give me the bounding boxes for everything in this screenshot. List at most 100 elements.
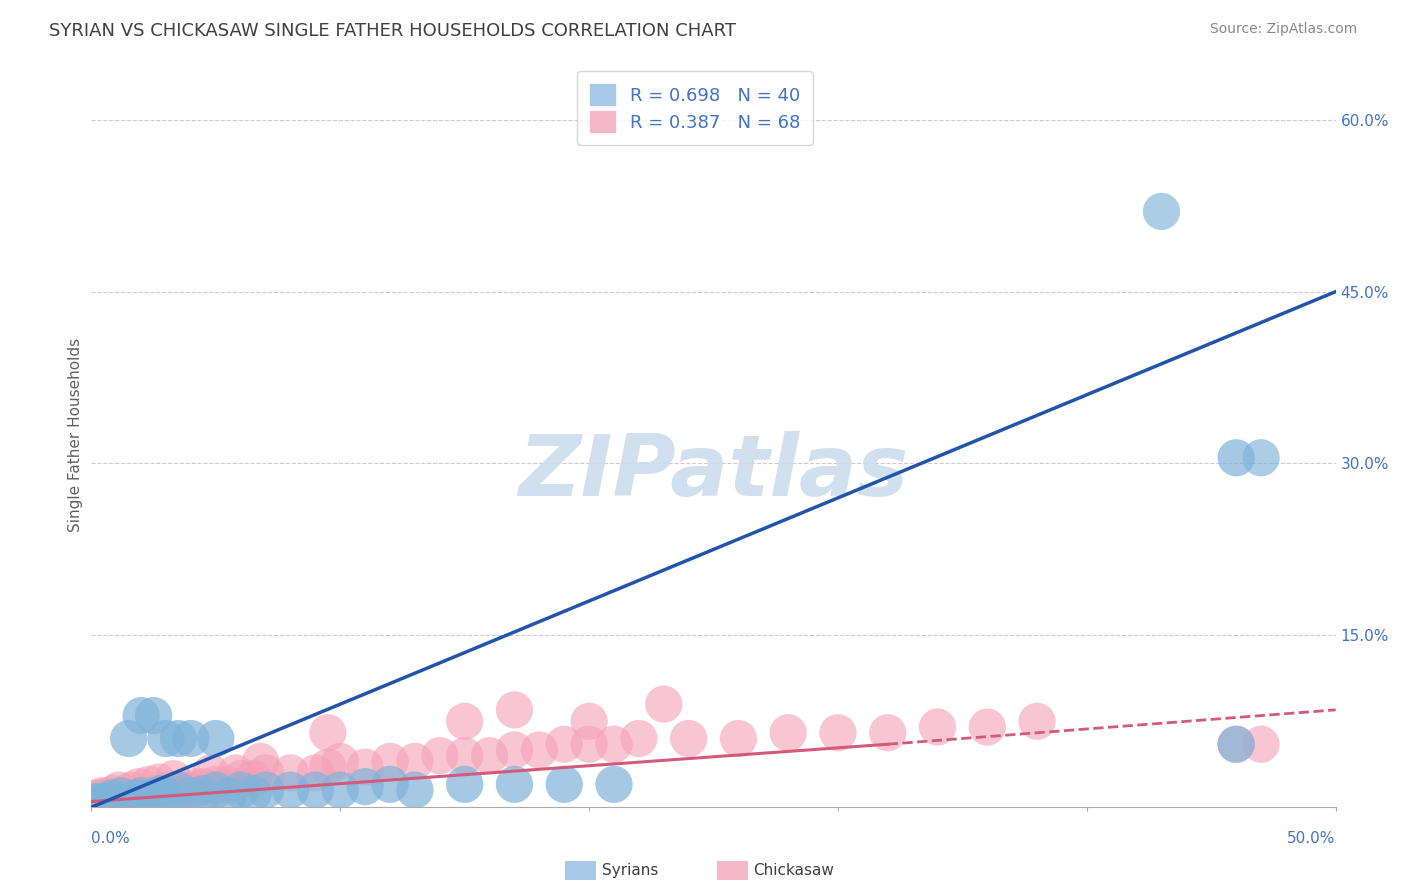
Ellipse shape	[271, 755, 309, 791]
Ellipse shape	[87, 777, 125, 814]
Ellipse shape	[177, 768, 215, 805]
Ellipse shape	[160, 772, 197, 809]
Ellipse shape	[297, 772, 335, 809]
Ellipse shape	[120, 768, 157, 805]
Ellipse shape	[309, 714, 346, 751]
Ellipse shape	[173, 777, 209, 814]
Ellipse shape	[396, 743, 433, 780]
Ellipse shape	[129, 765, 167, 803]
Ellipse shape	[142, 775, 180, 812]
Ellipse shape	[1018, 703, 1056, 740]
Ellipse shape	[595, 725, 633, 763]
Ellipse shape	[371, 765, 409, 803]
Text: SYRIAN VS CHICKASAW SINGLE FATHER HOUSEHOLDS CORRELATION CHART: SYRIAN VS CHICKASAW SINGLE FATHER HOUSEH…	[49, 22, 737, 40]
Ellipse shape	[83, 783, 120, 820]
Ellipse shape	[141, 764, 177, 801]
Ellipse shape	[197, 772, 235, 809]
Ellipse shape	[135, 697, 173, 734]
Ellipse shape	[1218, 439, 1254, 476]
Ellipse shape	[222, 760, 259, 797]
Ellipse shape	[1218, 725, 1254, 763]
Ellipse shape	[110, 780, 148, 817]
Ellipse shape	[118, 780, 155, 817]
Ellipse shape	[97, 780, 135, 817]
Ellipse shape	[309, 748, 346, 786]
Ellipse shape	[110, 783, 148, 820]
Ellipse shape	[235, 760, 271, 797]
Ellipse shape	[271, 772, 309, 809]
Ellipse shape	[546, 725, 583, 763]
Ellipse shape	[93, 780, 129, 817]
Ellipse shape	[720, 720, 756, 757]
Ellipse shape	[96, 775, 132, 812]
Ellipse shape	[546, 765, 583, 803]
Ellipse shape	[184, 768, 222, 805]
Ellipse shape	[595, 765, 633, 803]
Ellipse shape	[1218, 725, 1254, 763]
Ellipse shape	[920, 708, 956, 746]
Ellipse shape	[135, 777, 173, 814]
Ellipse shape	[446, 703, 484, 740]
Ellipse shape	[222, 772, 259, 809]
Ellipse shape	[103, 777, 141, 814]
Ellipse shape	[103, 777, 141, 814]
Text: Chickasaw: Chickasaw	[754, 863, 835, 878]
Ellipse shape	[110, 720, 148, 757]
Ellipse shape	[471, 737, 508, 774]
Ellipse shape	[571, 703, 607, 740]
Ellipse shape	[209, 765, 247, 803]
Ellipse shape	[197, 765, 235, 803]
Ellipse shape	[422, 737, 458, 774]
Ellipse shape	[160, 720, 197, 757]
Ellipse shape	[112, 772, 150, 809]
Ellipse shape	[193, 755, 229, 791]
Ellipse shape	[80, 783, 118, 820]
Ellipse shape	[571, 725, 607, 763]
Ellipse shape	[297, 755, 335, 791]
Ellipse shape	[235, 775, 271, 812]
Ellipse shape	[217, 755, 254, 791]
Ellipse shape	[197, 720, 235, 757]
Ellipse shape	[77, 780, 115, 817]
Text: ZIPatlas: ZIPatlas	[519, 431, 908, 514]
Ellipse shape	[209, 777, 247, 814]
Ellipse shape	[122, 697, 160, 734]
Ellipse shape	[1243, 439, 1279, 476]
Ellipse shape	[118, 777, 155, 814]
Text: 50.0%: 50.0%	[1288, 831, 1336, 846]
Ellipse shape	[184, 775, 222, 812]
Ellipse shape	[128, 777, 165, 814]
Ellipse shape	[135, 775, 173, 812]
Ellipse shape	[671, 720, 707, 757]
Ellipse shape	[148, 777, 184, 814]
Ellipse shape	[93, 780, 129, 817]
Ellipse shape	[645, 686, 682, 723]
Ellipse shape	[346, 768, 384, 805]
Ellipse shape	[83, 777, 120, 814]
Text: Syrians: Syrians	[602, 863, 658, 878]
Ellipse shape	[820, 714, 856, 751]
Ellipse shape	[396, 772, 433, 809]
Text: Source: ZipAtlas.com: Source: ZipAtlas.com	[1209, 22, 1357, 37]
Ellipse shape	[247, 755, 284, 791]
Ellipse shape	[142, 777, 180, 814]
Y-axis label: Single Father Households: Single Father Households	[67, 338, 83, 532]
Ellipse shape	[128, 780, 165, 817]
Ellipse shape	[969, 708, 1005, 746]
Ellipse shape	[1143, 193, 1180, 230]
Ellipse shape	[155, 760, 193, 797]
Ellipse shape	[496, 691, 533, 729]
Ellipse shape	[97, 783, 135, 820]
Ellipse shape	[77, 783, 115, 820]
Ellipse shape	[769, 714, 807, 751]
Ellipse shape	[86, 780, 122, 817]
Ellipse shape	[152, 777, 190, 814]
Ellipse shape	[869, 714, 907, 751]
Legend: R = 0.698   N = 40, R = 0.387   N = 68: R = 0.698 N = 40, R = 0.387 N = 68	[578, 71, 813, 145]
Ellipse shape	[173, 772, 209, 809]
Ellipse shape	[446, 737, 484, 774]
Ellipse shape	[247, 772, 284, 809]
Ellipse shape	[160, 772, 197, 809]
Ellipse shape	[496, 765, 533, 803]
Ellipse shape	[496, 731, 533, 769]
